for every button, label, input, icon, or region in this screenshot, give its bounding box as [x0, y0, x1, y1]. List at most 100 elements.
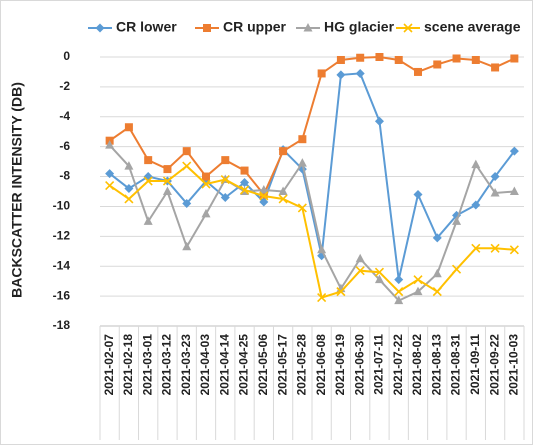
data-point [336, 55, 345, 64]
data-point [182, 198, 192, 208]
data-point [374, 274, 384, 284]
data-point [317, 244, 327, 254]
data-point [413, 189, 423, 199]
data-point [221, 156, 230, 165]
data-point [124, 123, 133, 132]
data-point [279, 147, 288, 156]
x-tick-label: 2021-05-06 [256, 334, 270, 396]
data-point [220, 192, 230, 202]
y-tick-label: 0 [63, 49, 70, 63]
data-point [162, 186, 172, 195]
x-tick-label: 2021-08-02 [410, 334, 424, 396]
data-point [432, 268, 442, 278]
x-tick-label: 2021-09-11 [468, 334, 482, 395]
x-tick-label: 2021-02-07 [102, 334, 116, 396]
data-point [143, 216, 153, 225]
x-tick-label: 2021-07-11 [372, 334, 386, 395]
legend-label: CR lower [116, 19, 177, 35]
legend-label: HG glacier [324, 19, 395, 35]
data-point [239, 185, 250, 195]
data-point [240, 178, 250, 188]
x-tick-label: 2021-02-18 [121, 334, 135, 396]
series-line [109, 55, 515, 197]
series-line [108, 144, 515, 302]
y-tick-label: -16 [53, 288, 71, 302]
data-point [317, 293, 327, 303]
x-tick-label: 2021-05-17 [275, 334, 289, 396]
y-tick-label: -18 [53, 318, 71, 332]
data-point [394, 287, 404, 297]
x-tick-label: 2021-10-03 [507, 334, 521, 396]
data-point [491, 63, 500, 72]
y-tick-label: -10 [53, 199, 71, 213]
data-point [124, 194, 134, 204]
data-point [374, 116, 384, 126]
y-tick-label: -8 [59, 169, 70, 183]
data-point [509, 186, 519, 195]
data-point [471, 200, 481, 210]
data-point [451, 264, 462, 274]
data-point [259, 197, 269, 207]
data-point [394, 295, 404, 305]
data-point [202, 172, 210, 181]
x-tick-label: 2021-03-12 [160, 334, 174, 396]
data-point [394, 275, 404, 285]
data-point [471, 159, 481, 169]
data-point [471, 243, 481, 253]
data-point [509, 245, 519, 255]
legend-marker [303, 23, 313, 32]
data-point [182, 147, 191, 156]
data-point [432, 287, 442, 297]
x-tick-label: 2021-05-28 [295, 334, 309, 396]
data-point [278, 194, 288, 204]
data-point [259, 190, 268, 199]
y-tick-label: -14 [53, 258, 71, 272]
legend-label: CR upper [223, 19, 287, 35]
data-point [394, 55, 403, 64]
data-point [490, 243, 500, 253]
data-point [355, 68, 365, 78]
data-point [471, 55, 480, 64]
data-point [259, 185, 269, 194]
data-point [336, 70, 346, 80]
data-point [452, 54, 461, 63]
data-point [144, 156, 153, 165]
data-point [297, 203, 307, 213]
data-point [375, 53, 384, 61]
data-point [413, 286, 423, 296]
data-point [124, 161, 134, 170]
x-tick-label: 2021-04-14 [217, 334, 231, 396]
data-point [510, 54, 519, 63]
x-tick-label: 2021-07-22 [391, 334, 405, 396]
legend-marker [95, 23, 105, 33]
data-point [452, 216, 462, 225]
y-tick-label: -4 [59, 109, 70, 123]
data-point [278, 186, 288, 195]
data-point [182, 161, 192, 171]
data-point [163, 165, 172, 174]
series-line [109, 164, 515, 299]
x-tick-label: 2021-08-31 [449, 334, 463, 396]
legend-marker [403, 23, 413, 33]
x-tick-label: 2021-03-01 [140, 334, 154, 396]
data-point [297, 158, 307, 167]
legend-label: scene average [424, 19, 521, 35]
x-tick-label: 2021-03-23 [179, 334, 193, 396]
legend-marker [203, 24, 211, 32]
data-point [298, 135, 307, 144]
data-point [433, 60, 442, 69]
x-tick-label: 2021-04-25 [237, 334, 251, 396]
data-point [201, 179, 211, 189]
data-point [220, 174, 230, 185]
data-point [414, 67, 422, 76]
data-point [356, 53, 365, 62]
y-tick-label: -2 [59, 79, 70, 93]
data-point [490, 172, 500, 182]
y-tick-label: -12 [53, 229, 71, 243]
y-tick-label: -6 [59, 139, 70, 153]
x-tick-label: 2021-06-19 [333, 334, 347, 396]
x-tick-label: 2021-04-03 [198, 334, 212, 396]
data-point [143, 176, 153, 186]
